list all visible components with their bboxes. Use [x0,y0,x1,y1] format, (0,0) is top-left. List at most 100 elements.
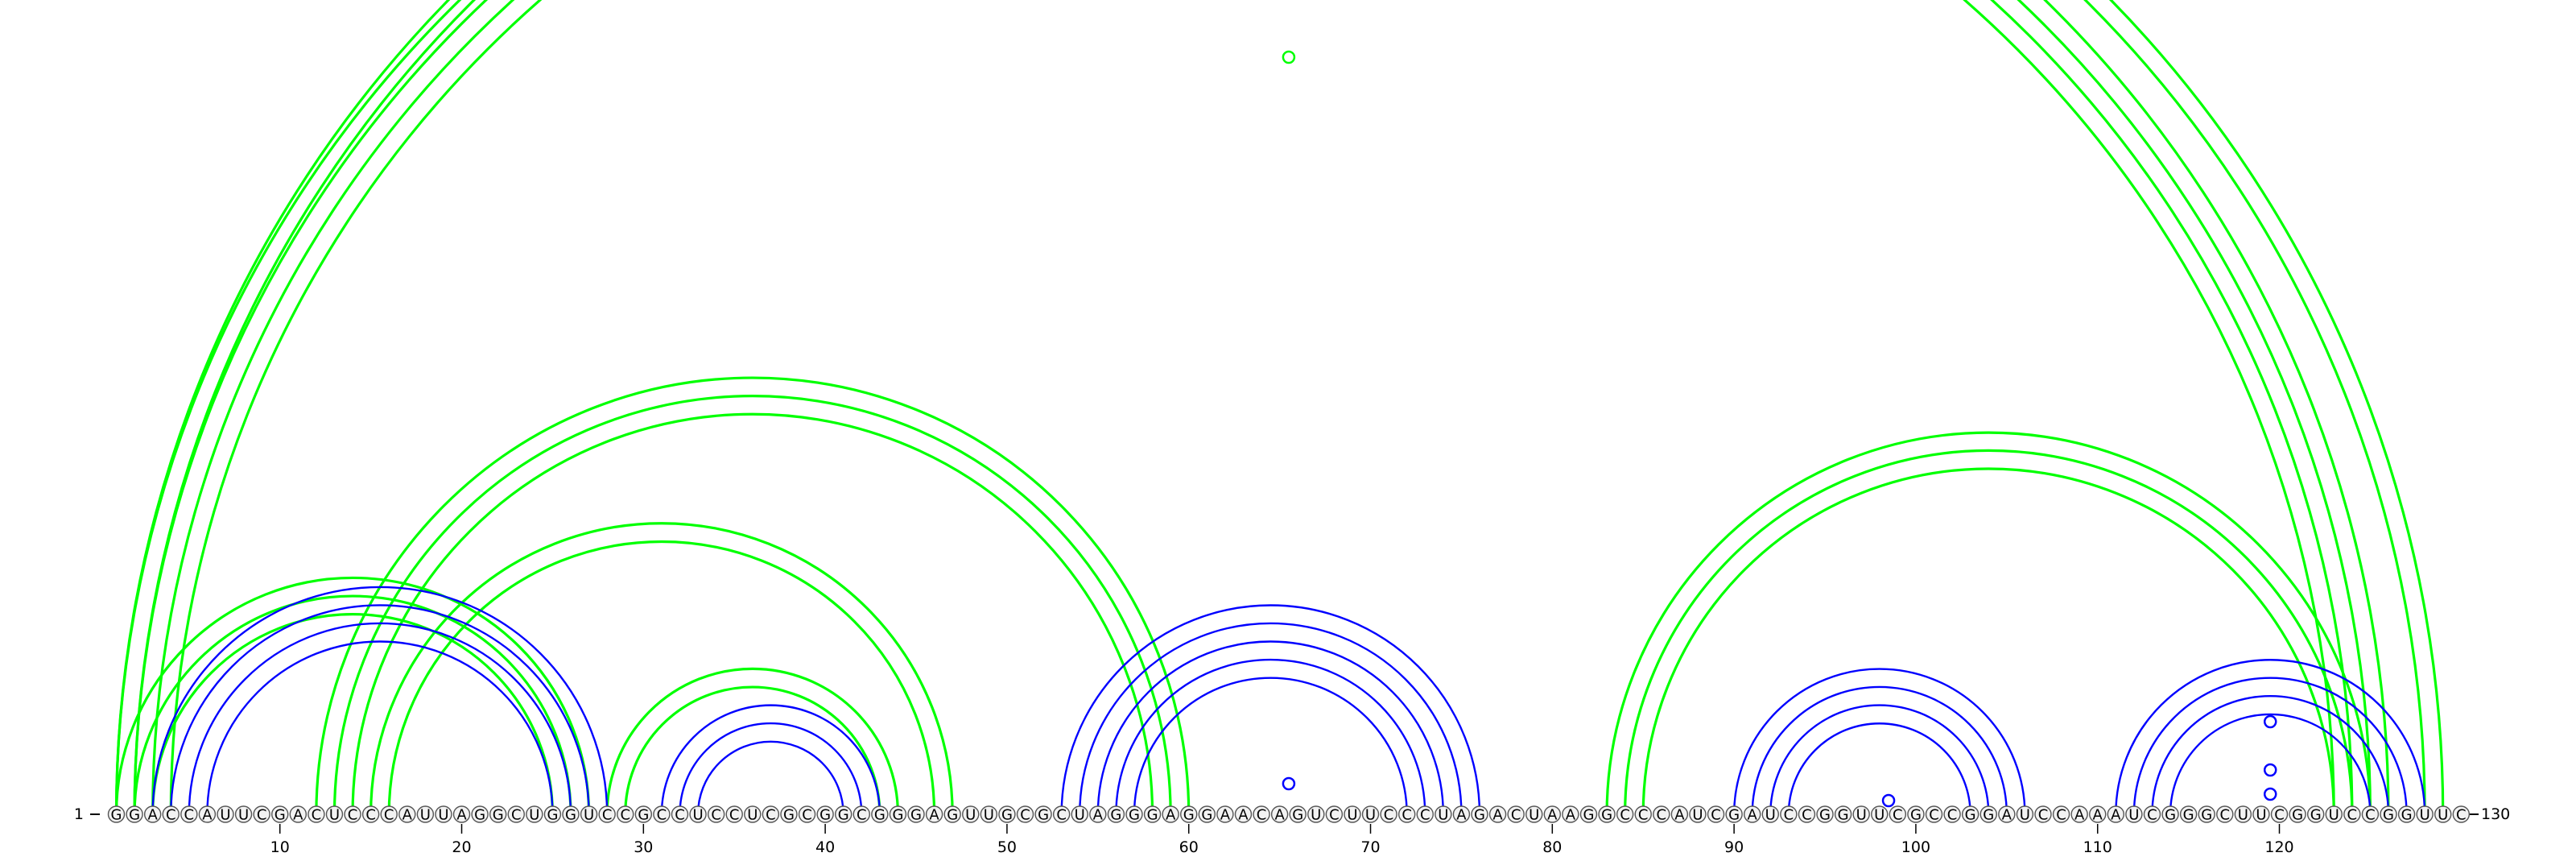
primary-pair-arc [1787,722,1971,815]
nucleotide-circle [1725,805,1743,823]
nucleotide-circle [162,805,180,823]
nucleotide-letter: U [2020,807,2030,824]
secondary-pair-arc [624,685,881,815]
secondary-pair-arc [133,0,2426,815]
nucleotide-letter: U [1075,807,1085,824]
nucleotide-circle [707,805,725,823]
nucleotide-circle [1925,805,1943,823]
secondary-pair-arc [315,376,1191,815]
nucleotide-letter: G [638,807,649,824]
nucleotide-circle [1798,805,1816,823]
primary-pair-arc [1133,677,1408,815]
nucleotide-letter: C [166,807,176,824]
nucleotide-circle [1089,805,1107,823]
nucleotide-circle [2452,805,2471,823]
nucleotide-letter: G [1983,807,1994,824]
primary-pair-arc [1079,622,1463,815]
nucleotide-circle [925,805,943,823]
primary-pair-arc [1096,640,1445,815]
nucleotide-circle [2125,805,2143,823]
nucleotide-letter: G [1838,807,1849,824]
nucleotide-circle [1435,805,1452,823]
nucleotide-letter: A [2093,807,2103,824]
end-index-label: 130 [2481,805,2510,823]
secondary-pair-arcs [114,0,2445,815]
nucleotide-letter: G [1201,807,1212,824]
nucleotide-letter: G [2383,807,2394,824]
nucleotide-circle [1307,805,1325,823]
nucleotide-letter: G [1292,807,1303,824]
nucleotide-letter: U [1856,807,1867,824]
secondary-pair-arc [387,540,936,815]
nucleotide-letter: G [838,807,849,824]
nucleotide-letter: G [1819,807,1831,824]
nucleotide-letter: C [1511,807,1521,824]
nucleotide-circle [344,805,361,823]
nucleotide-circle [1961,805,1979,823]
nucleotide-circle [2198,805,2215,823]
tick-label: 10 [270,838,290,856]
nucleotide-circle [2306,805,2325,823]
nucleotide-circle [1834,805,1852,823]
nucleotide-letter: A [2002,807,2013,824]
nucleotide-letter: C [1947,807,1958,824]
nucleotide-letter: A [293,807,303,824]
tick-label: 70 [1360,838,1380,856]
nucleotide-circle [871,805,889,823]
nucleotide-circle [834,805,852,823]
loop-marker [2263,787,2277,801]
secondary-pair-arc [151,0,2354,815]
primary-pair-arc [1060,604,1481,815]
nucleotide-circle [798,805,816,823]
loop-marker [2263,763,2277,777]
nucleotide-letter: G [947,807,958,824]
nucleotide-letter: U [1438,807,1448,824]
nucleotide-letter: A [1674,807,1685,824]
nucleotide-letter: C [511,807,522,824]
nucleotide-letter: A [1220,807,1231,824]
nucleotide-letter: U [529,807,539,824]
nucleotide-letter: A [2111,807,2121,824]
nucleotide-circle [1670,805,1689,823]
nucleotide-circle [1071,805,1088,823]
nucleotide-letter: G [111,807,122,824]
nucleotide-circle [1270,805,1289,823]
nucleotide-circle [1488,805,1507,823]
nucleotide-letter: G [1728,807,1740,824]
primary-pair-arc [2115,658,2426,815]
secondary-pair-arc [332,395,1172,815]
secondary-pair-arc [369,522,954,815]
nucleotide-letter: U [2329,807,2339,824]
nucleotide-circle [2143,805,2161,823]
loop-marker [2263,714,2277,729]
tick-label: 40 [815,838,835,856]
secondary-pair-arc [1641,467,2335,815]
nucleotide-letter: G [1129,807,1140,824]
primary-pair-arc [696,740,844,815]
secondary-pair-arc [1624,449,2354,815]
nucleotide-circle [1198,805,1216,823]
nucleotide-letter: A [402,807,413,824]
nucleotide-circle [1998,805,2016,823]
nucleotide-circle [1743,805,1761,823]
nucleotide-circle [1943,805,1961,823]
nucleotide-letter: G [1183,807,1195,824]
nucleotide-circle [2089,805,2107,823]
nucleotide-letter: C [2456,807,2467,824]
nucleotide-circle [1543,805,1562,823]
nucleotide-circle [2252,805,2270,823]
nucleotide-circle [634,805,653,823]
nucleotide-circle [398,805,416,823]
secondary-pair-arc [169,0,2335,815]
nucleotide-letter: G [1001,807,1013,824]
nucleotide-letter: U [2238,807,2248,824]
nucleotide-letter: C [1638,807,1649,824]
secondary-pair-arc [351,412,1154,815]
primary-pair-arc [188,622,572,815]
nucleotide-letter: G [1910,807,1922,824]
secondary-pair-arc [133,594,572,815]
nucleotide-circle [507,805,525,823]
nucleotide-letter: C [1657,807,1667,824]
primary-pair-arc [2132,677,2408,815]
